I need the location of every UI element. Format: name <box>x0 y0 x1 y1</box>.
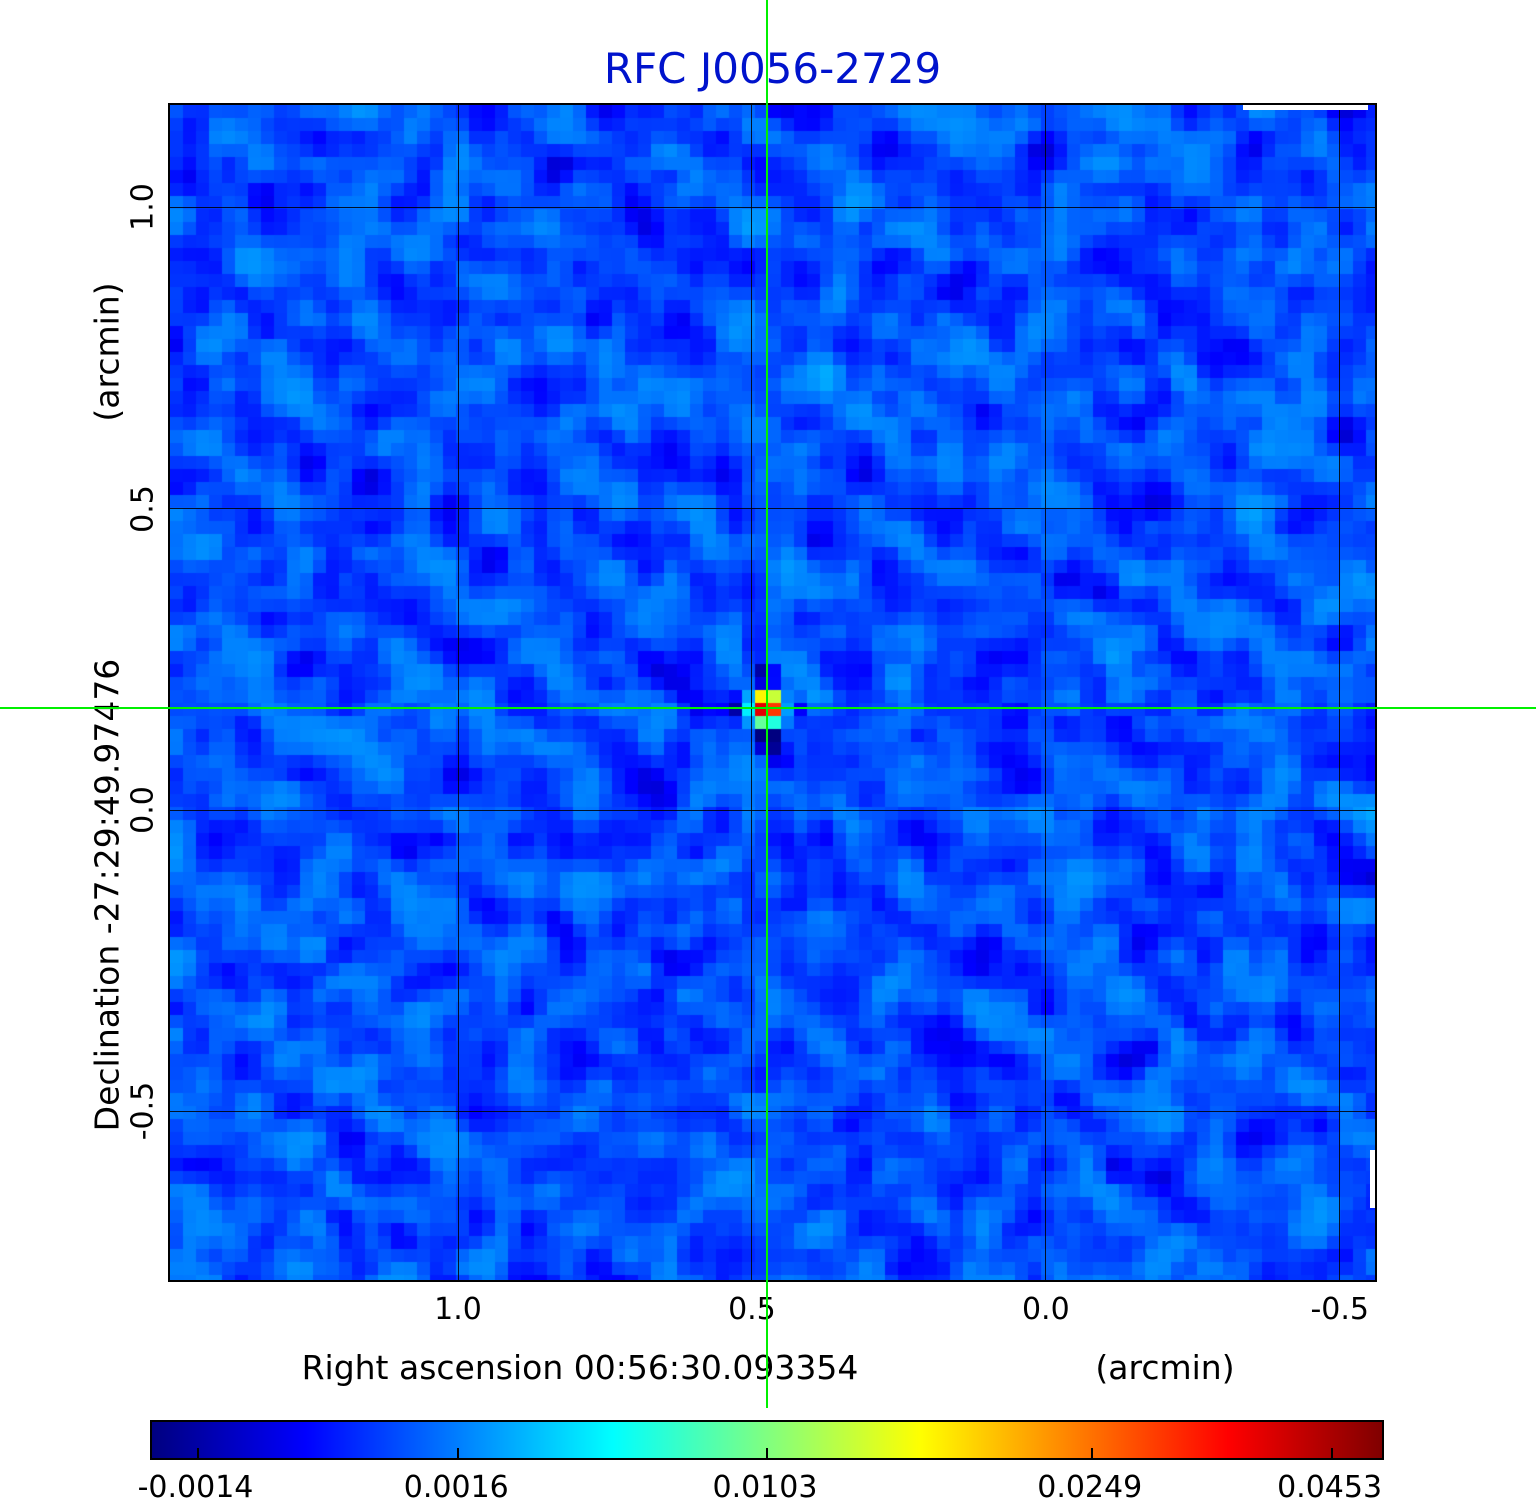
y-tick-label: 1.0 <box>125 183 161 232</box>
y-axis-unit-label: (arcmin) <box>87 282 127 422</box>
colorbar-tick <box>196 1448 199 1458</box>
x-tick-label: 0.5 <box>728 1292 776 1327</box>
y-tick-label: 0.0 <box>125 786 161 834</box>
colorbar-tick <box>457 1448 460 1458</box>
crosshair-vertical-line <box>765 0 768 1408</box>
colorbar-tick <box>1330 1448 1333 1458</box>
colorbar <box>150 1420 1384 1460</box>
y-gridline <box>170 206 1375 208</box>
x-tick-label: 1.0 <box>434 1292 482 1327</box>
y-tick-label: 0.5 <box>125 484 161 533</box>
crosshair-horizontal-line <box>0 706 1536 709</box>
blank-pixel-artifact <box>1243 105 1368 110</box>
x-axis-label: Right ascension 00:56:30.093354 <box>301 1348 859 1387</box>
colorbar-tick-label: 0.0103 <box>712 1470 818 1505</box>
blank-pixel-artifact <box>1370 1150 1375 1208</box>
sky-map-plot <box>168 103 1377 1282</box>
colorbar-tick-label: -0.0014 <box>137 1470 254 1505</box>
y-gridline <box>170 1110 1375 1112</box>
colorbar-tick-label: 0.0016 <box>403 1470 509 1505</box>
y-tick-label: -0.5 <box>125 1082 161 1141</box>
x-tick-label: 0.0 <box>1021 1292 1070 1327</box>
sky-map-canvas <box>170 105 1375 1280</box>
figure-title: RFC J0056-2729 <box>603 44 942 93</box>
y-gridline <box>170 508 1375 510</box>
x-gridline <box>1339 105 1341 1280</box>
x-tick-label: -0.5 <box>1310 1292 1369 1327</box>
colorbar-tick-label: 0.0249 <box>1037 1470 1143 1505</box>
y-axis-label: Declination -27:29:49.97476 <box>87 658 127 1132</box>
grid-overlay <box>170 105 1375 1280</box>
colorbar-tick-label: 0.0453 <box>1277 1470 1383 1505</box>
x-gridline <box>751 105 753 1280</box>
x-gridline <box>1045 105 1047 1280</box>
x-gridline <box>457 105 459 1280</box>
colorbar-tick <box>1090 1448 1093 1458</box>
y-gridline <box>170 809 1375 811</box>
x-axis-unit-label: (arcmin) <box>1095 1348 1235 1387</box>
colorbar-tick <box>766 1448 768 1458</box>
